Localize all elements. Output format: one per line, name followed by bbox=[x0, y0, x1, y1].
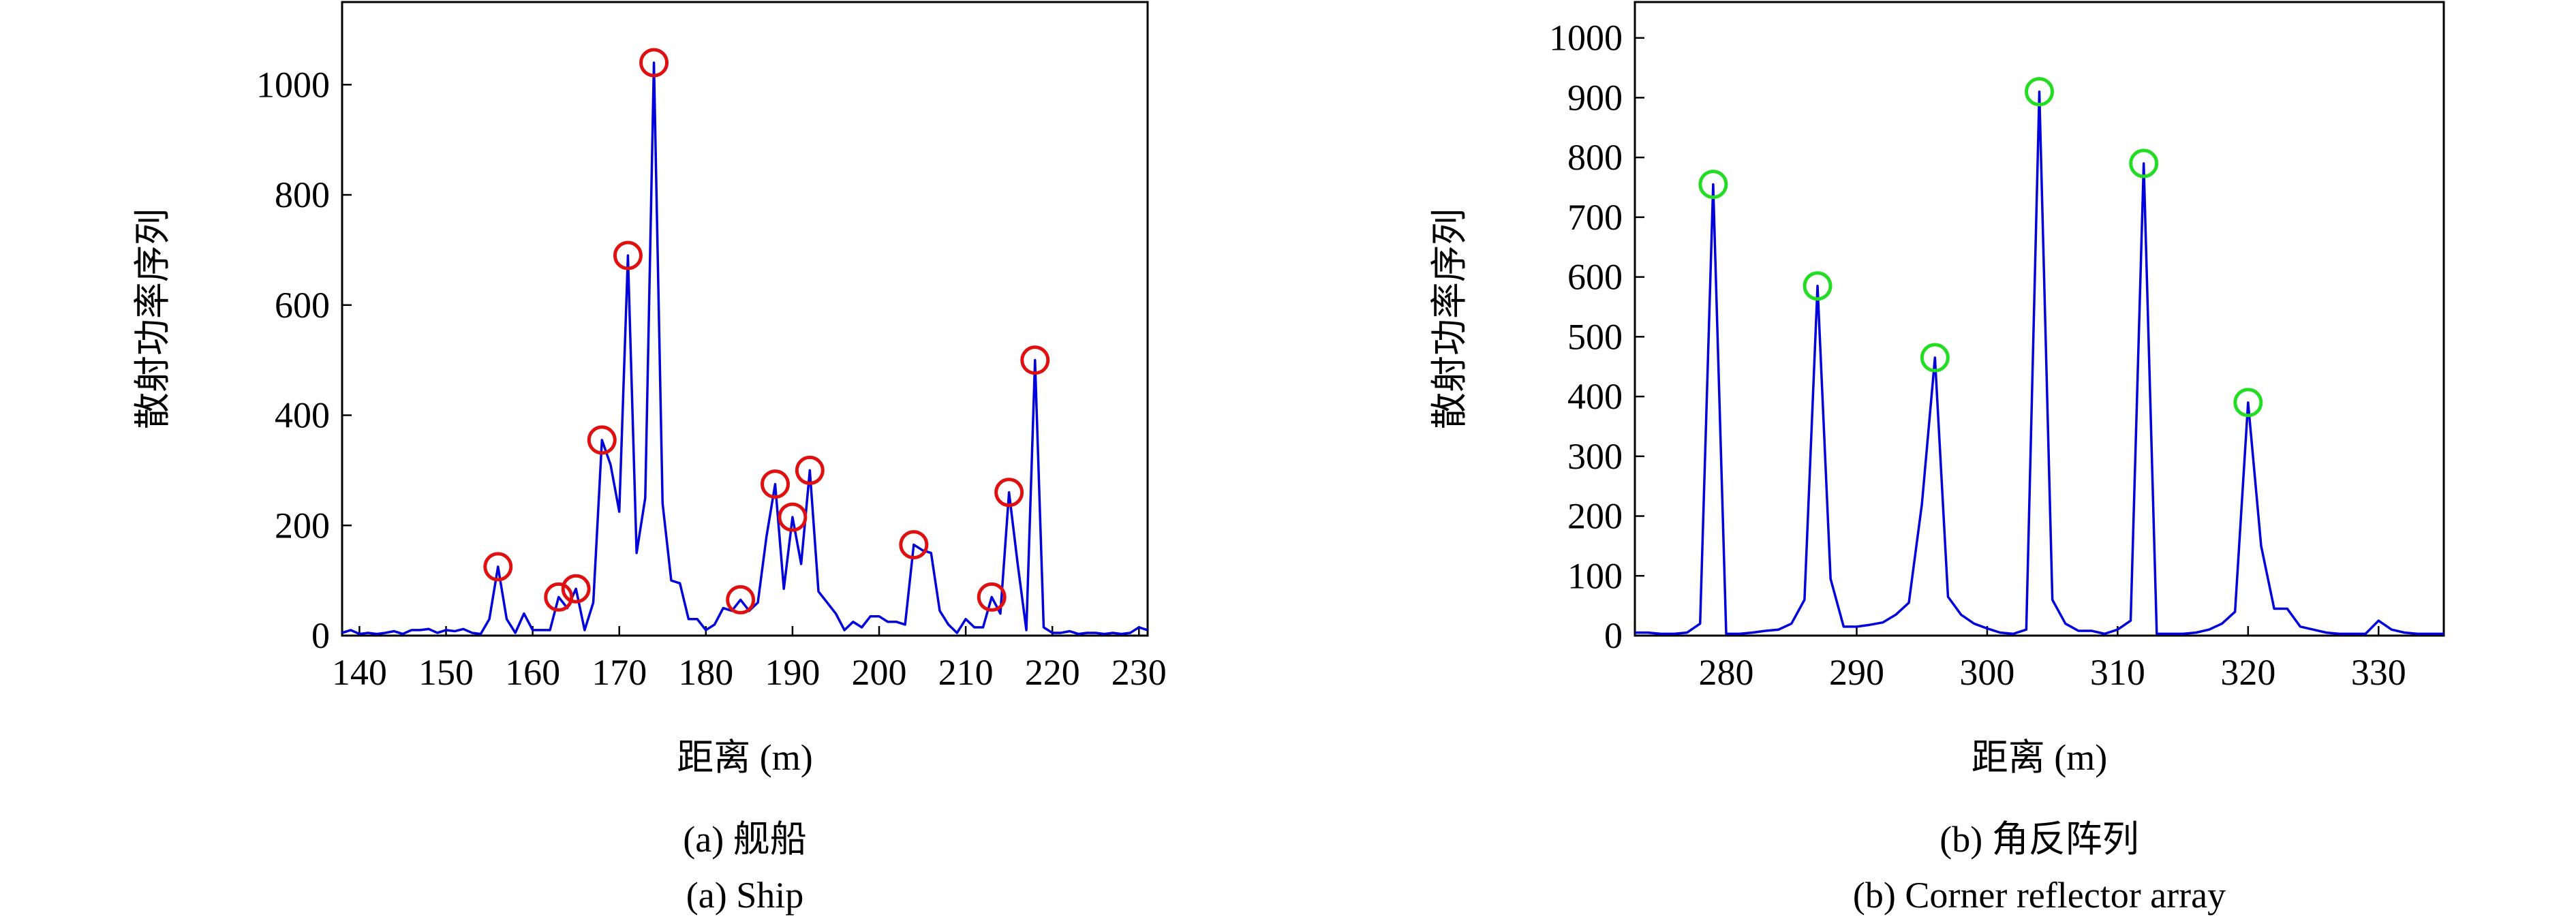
peak-marker bbox=[483, 552, 513, 582]
y-tick-label: 600 bbox=[1567, 257, 1623, 298]
x-tick-label: 140 bbox=[332, 652, 387, 693]
x-tick-label: 230 bbox=[1111, 652, 1167, 693]
y-tick-label: 900 bbox=[1567, 77, 1623, 118]
x-tick-label: 330 bbox=[2351, 652, 2406, 693]
y-tick-label: 800 bbox=[1567, 137, 1623, 178]
y-tick-label: 200 bbox=[275, 505, 330, 546]
peak-marker bbox=[977, 582, 1007, 612]
y-tick-label: 800 bbox=[275, 174, 330, 215]
y-axis-label: 散射功率序列 bbox=[132, 208, 173, 429]
x-tick-label: 220 bbox=[1025, 652, 1080, 693]
peak-marker bbox=[1698, 170, 1728, 200]
peak-marker bbox=[587, 425, 617, 455]
x-tick-label: 170 bbox=[592, 652, 647, 693]
peak-marker bbox=[613, 240, 643, 270]
y-tick-label: 400 bbox=[275, 395, 330, 436]
caption: (b) 角反阵列 bbox=[1939, 819, 2138, 860]
y-tick-label: 1000 bbox=[1549, 18, 1623, 59]
y-tick-label: 0 bbox=[1604, 615, 1623, 656]
peak-marker bbox=[726, 585, 756, 614]
peak-marker bbox=[2025, 77, 2054, 107]
peak-marker bbox=[639, 48, 669, 78]
y-tick-label: 500 bbox=[1567, 316, 1623, 357]
peak-marker bbox=[899, 530, 929, 560]
peak-marker bbox=[561, 574, 591, 604]
x-tick-label: 180 bbox=[678, 652, 733, 693]
peak-marker bbox=[760, 469, 790, 499]
peak-marker bbox=[1020, 345, 1050, 375]
peak-marker bbox=[2233, 388, 2263, 418]
x-tick-label: 150 bbox=[418, 652, 474, 693]
peak-marker bbox=[544, 582, 574, 612]
y-tick-label: 300 bbox=[1567, 436, 1623, 477]
peak-marker bbox=[1803, 271, 1833, 301]
x-axis-label: 距离 (m) bbox=[1972, 737, 2107, 778]
y-tick-label: 0 bbox=[311, 615, 330, 656]
y-tick-label: 100 bbox=[1567, 555, 1623, 596]
x-tick-label: 200 bbox=[852, 652, 907, 693]
x-tick-label: 190 bbox=[765, 652, 820, 693]
x-tick-label: 310 bbox=[2090, 652, 2145, 693]
peak-marker bbox=[795, 455, 825, 485]
peak-marker bbox=[994, 478, 1024, 508]
x-tick-label: 210 bbox=[938, 652, 994, 693]
peak-marker bbox=[1920, 343, 1950, 373]
data-line bbox=[341, 61, 1148, 636]
x-tick-label: 280 bbox=[1699, 652, 1754, 693]
plot-frame bbox=[1634, 1, 2445, 637]
data-line bbox=[1635, 90, 2444, 636]
y-tick-label: 200 bbox=[1567, 496, 1623, 537]
y-tick-label: 400 bbox=[1567, 376, 1623, 417]
x-tick-label: 320 bbox=[2220, 652, 2275, 693]
caption: (a) Ship bbox=[686, 875, 803, 916]
y-tick-label: 600 bbox=[275, 285, 330, 326]
peak-marker bbox=[2129, 149, 2159, 178]
x-tick-label: 290 bbox=[1829, 652, 1884, 693]
x-tick-label: 300 bbox=[1959, 652, 2014, 693]
caption: (a) 舰船 bbox=[683, 819, 806, 860]
x-tick-label: 160 bbox=[505, 652, 560, 693]
caption: (b) Corner reflector array bbox=[1853, 875, 2226, 916]
x-axis-label: 距离 (m) bbox=[677, 737, 812, 778]
y-tick-label: 700 bbox=[1567, 197, 1623, 238]
peak-marker bbox=[778, 502, 808, 532]
plot-frame bbox=[341, 1, 1149, 637]
y-tick-label: 1000 bbox=[256, 64, 330, 105]
y-axis-label: 散射功率序列 bbox=[1429, 208, 1470, 429]
